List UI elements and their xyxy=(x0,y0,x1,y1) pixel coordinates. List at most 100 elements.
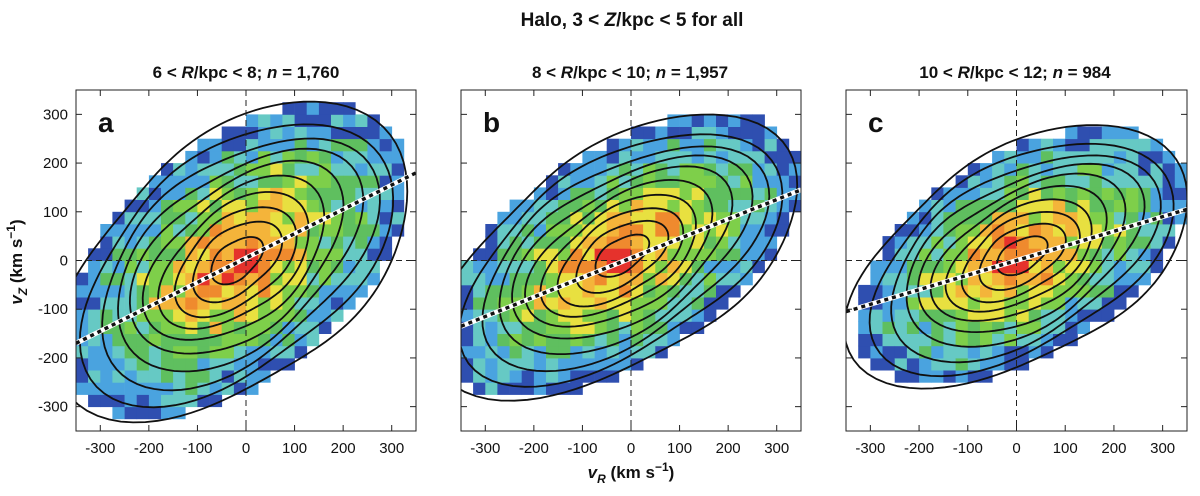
heatmap-cell xyxy=(1053,150,1066,164)
heatmap-cell xyxy=(294,102,308,115)
heatmap-cell xyxy=(980,345,993,359)
heatmap-cell xyxy=(282,199,295,213)
heatmap-cell xyxy=(1065,272,1078,286)
heatmap-cell xyxy=(343,150,356,164)
heatmap-cell xyxy=(161,345,174,359)
x-tick-label: 300 xyxy=(1150,440,1175,457)
heatmap-cell xyxy=(1065,126,1078,140)
heatmap-cell xyxy=(992,236,1005,249)
fit-line xyxy=(846,206,1187,315)
heatmap-cell xyxy=(764,211,778,225)
heatmap-cell xyxy=(282,138,295,152)
heatmap-cell xyxy=(88,284,101,298)
heatmap-cell xyxy=(197,150,210,164)
heatmap-cell xyxy=(306,150,320,164)
heatmap-cell xyxy=(209,175,223,188)
heatmap-cell xyxy=(882,321,896,334)
heatmap-cell xyxy=(1077,163,1090,176)
heatmap-cell xyxy=(294,248,308,261)
x-tick-label: 300 xyxy=(764,440,789,457)
heatmap-cell xyxy=(716,175,729,188)
x-tick-label: -200 xyxy=(134,440,164,457)
heatmap-cell xyxy=(1040,163,1054,176)
heatmap-cell xyxy=(618,211,632,225)
heatmap-cell xyxy=(1113,175,1127,188)
heatmap-cell xyxy=(703,309,717,322)
heatmap-cell xyxy=(509,236,523,249)
heatmap-cell xyxy=(691,284,705,298)
heatmap-cell xyxy=(136,224,150,237)
x-tick-label: 100 xyxy=(282,440,307,457)
heatmap-cell xyxy=(148,260,162,274)
heatmap-cell xyxy=(1089,211,1103,225)
panel-b: 8 < R/kpc < 10; n = 1,957 -300 -200 -100 0 1… xyxy=(460,63,802,457)
heatmap-cell xyxy=(88,345,101,359)
heatmap-cell xyxy=(112,382,125,395)
heatmap-cell xyxy=(1126,248,1139,261)
heatmap-cell xyxy=(270,138,283,152)
contour-line xyxy=(461,133,784,388)
heatmap-cell xyxy=(570,297,583,310)
heatmap-cell xyxy=(655,175,668,188)
heatmap-cell xyxy=(76,284,89,298)
heatmap-cell xyxy=(221,272,235,286)
heatmap-cell xyxy=(894,345,908,359)
heatmap-cell xyxy=(246,175,259,188)
heatmap-cell xyxy=(728,248,741,261)
heatmap-cell xyxy=(728,175,741,188)
heatmap-cell xyxy=(703,126,717,140)
heatmap-cell xyxy=(546,260,559,274)
heatmap-cell xyxy=(112,406,125,420)
heatmap-cell xyxy=(294,236,308,249)
heatmap-cell xyxy=(980,224,993,237)
heatmap-cell xyxy=(643,126,656,140)
contour-line xyxy=(511,165,734,340)
heatmap-cell xyxy=(752,260,765,274)
contour-line xyxy=(481,145,771,373)
heatmap-cell xyxy=(655,309,668,322)
heatmap-cell xyxy=(318,114,332,127)
heatmap-cell xyxy=(1113,284,1127,298)
heatmap-cell xyxy=(485,236,498,249)
heatmap-cell xyxy=(716,260,729,274)
heatmap-cell xyxy=(858,309,871,322)
heatmap-cell xyxy=(1138,138,1151,152)
heatmap-cell xyxy=(858,345,871,359)
heatmap-cell xyxy=(1089,163,1103,176)
heatmap-cell xyxy=(1162,163,1176,176)
heatmap-cell xyxy=(533,357,547,371)
heatmap-cell xyxy=(233,236,247,249)
heatmap-cell xyxy=(533,370,547,383)
heatmap-cell xyxy=(161,394,174,408)
heatmap-cell xyxy=(618,187,632,200)
heatmap-cell xyxy=(1004,248,1017,261)
heatmap-cell xyxy=(485,357,498,371)
heatmap-cell xyxy=(728,150,741,164)
heatmap-cell xyxy=(631,309,644,322)
heatmap-cell xyxy=(882,248,896,261)
heatmap-cell xyxy=(246,370,259,383)
heatmap-cell xyxy=(1077,175,1090,188)
heatmap-cell xyxy=(1028,260,1042,274)
heatmap-cell xyxy=(740,138,753,152)
heatmap-cell xyxy=(306,102,320,115)
heatmap-cell xyxy=(1089,284,1103,298)
heatmap-cell xyxy=(931,211,944,225)
heatmap-cell xyxy=(258,345,271,359)
heatmap-cell xyxy=(112,333,125,347)
heatmap-cell xyxy=(473,284,486,298)
heatmap-cell xyxy=(367,150,380,164)
heatmap-cell xyxy=(100,284,113,298)
heatmap-cell xyxy=(124,236,138,249)
heatmap-cell xyxy=(606,248,620,261)
heatmap-cell xyxy=(716,114,729,127)
heatmap-cell xyxy=(233,138,247,152)
heatmap-cell xyxy=(391,211,405,225)
heatmap-cell xyxy=(1053,199,1066,213)
heatmap-cell xyxy=(1077,138,1090,152)
axis-ticks xyxy=(846,90,1187,431)
heatmap-cell xyxy=(306,309,320,322)
heatmap-cell xyxy=(631,260,644,274)
x-tick-label: 200 xyxy=(716,440,741,457)
heatmap-cell xyxy=(76,370,89,383)
